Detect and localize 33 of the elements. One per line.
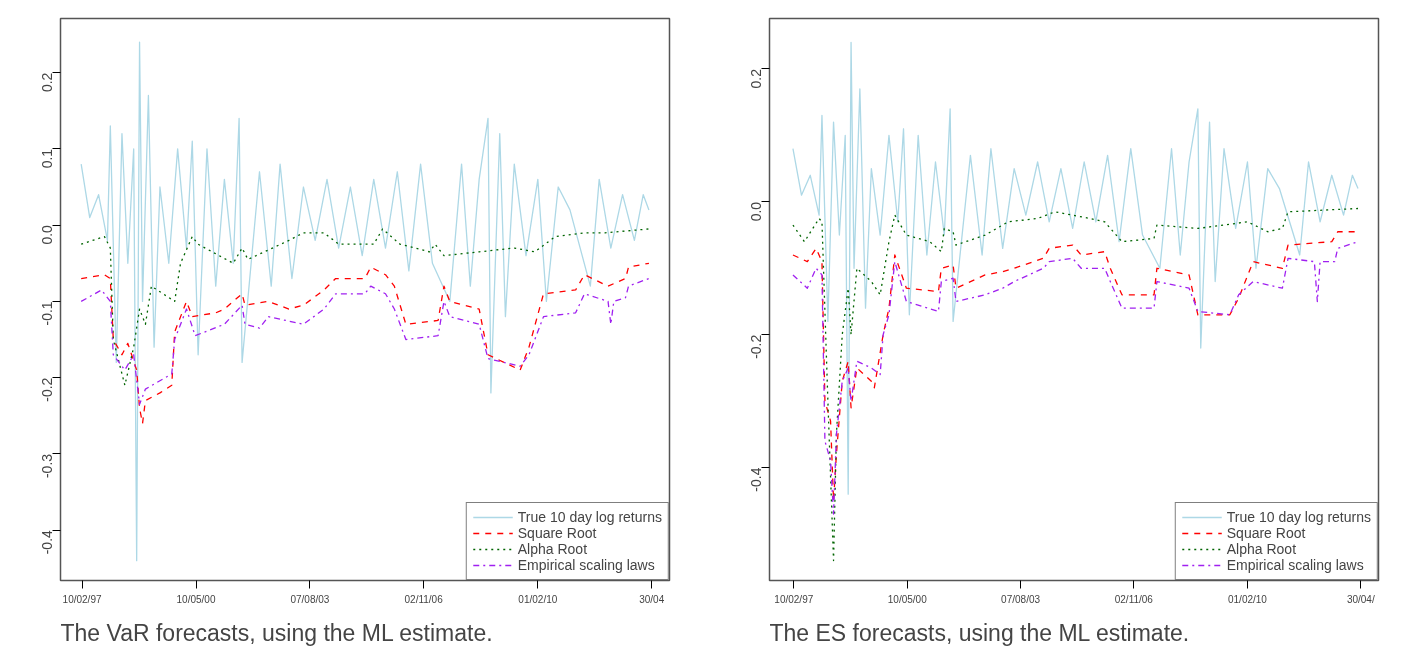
y-tick-label: 0.0 [39,224,56,245]
y-tick-label: -0.2 [748,334,765,359]
text: The VaR forecasts, using the ML estimate. [60,619,493,646]
x-tick-label: 07/08/03 [1001,593,1041,605]
x-tick-label: 02/11/06 [1114,593,1154,605]
legend-label: Empirical scaling laws [1226,557,1364,573]
y-tick-label: -0.3 [39,453,56,479]
x-tick-label: 10/05/00 [887,593,928,605]
x-tick-label: 30/04/ [1346,593,1375,605]
text: The ES forecasts, using the ML estimate. [769,619,1190,646]
y-tick-label: 0.2 [748,68,765,89]
legend-label: Empirical scaling laws [517,557,655,573]
y-tick-label: 0.1 [39,148,56,169]
legend-label: Alpha Root [1226,541,1297,557]
x-tick-label: 01/02/10 [518,593,558,605]
x-tick-label: 10/05/00 [176,593,216,605]
x-tick-label: 01/02/10 [1227,593,1268,605]
x-tick-label: 30/04 [639,593,665,605]
x-tick-label: 07/08/03 [290,593,330,605]
y-tick-label: 0.2 [39,72,56,93]
y-tick-label: -0.4 [39,529,56,555]
legend-label: True 10 day log returns [517,509,662,525]
legend-label: Square Root [517,525,597,541]
legend-label: Alpha Root [517,541,588,557]
x-tick-label: 10/02/97 [774,593,814,605]
legend-label: True 10 day log returns [1226,509,1371,525]
x-tick-label: 10/02/97 [62,593,102,605]
y-tick-label: -0.2 [39,377,56,402]
legend-label: Square Root [1226,525,1306,541]
y-tick-label: -0.4 [748,467,765,492]
y-tick-label: -0.1 [39,301,56,326]
y-tick-label: 0.0 [748,201,765,222]
x-tick-label: 02/11/06 [404,593,444,605]
